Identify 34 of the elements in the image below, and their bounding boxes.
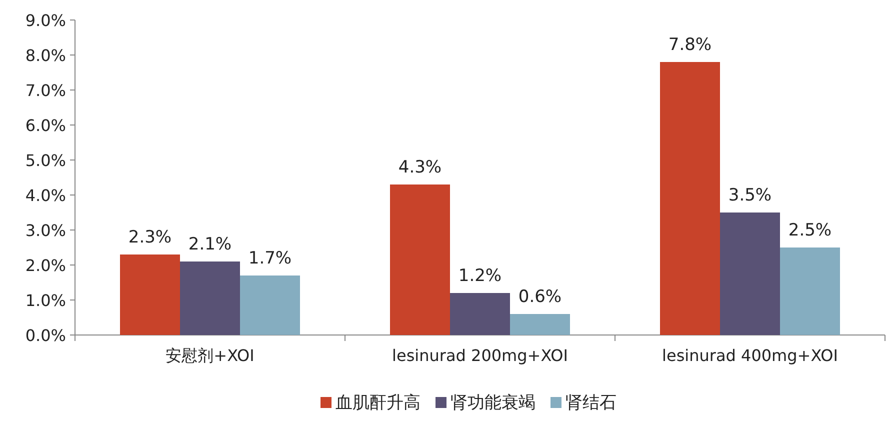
x-tick-label: lesinurad 200mg+XOI: [392, 346, 568, 365]
bar: [510, 314, 570, 335]
y-tick-label: 9.0%: [25, 11, 66, 30]
x-tick-label: 安慰剂+XOI: [166, 346, 254, 365]
y-tick-label: 3.0%: [25, 221, 66, 240]
bar: [450, 293, 510, 335]
y-tick-label: 8.0%: [25, 46, 66, 65]
data-label: 2.3%: [128, 228, 172, 248]
data-label: 2.5%: [788, 220, 832, 240]
y-tick-label: 4.0%: [25, 186, 66, 205]
bar: [120, 254, 180, 335]
data-label: 0.6%: [518, 287, 562, 307]
y-tick-label: 7.0%: [25, 81, 66, 100]
data-label: 3.5%: [728, 186, 772, 206]
data-label: 1.2%: [458, 266, 502, 286]
y-tick-label: 0.0%: [25, 326, 66, 345]
bar: [240, 276, 300, 335]
data-label: 4.3%: [398, 158, 442, 178]
x-tick-label: lesinurad 400mg+XOI: [662, 346, 838, 365]
bar: [660, 62, 720, 335]
bar: [720, 212, 780, 335]
bar: [780, 248, 840, 335]
legend-label: 肾功能衰竭: [450, 393, 536, 413]
y-tick-label: 2.0%: [25, 256, 66, 275]
legend-label: 血肌酐升高: [336, 393, 420, 413]
y-tick-label: 5.0%: [25, 151, 66, 170]
bar: [180, 262, 240, 335]
y-tick-label: 6.0%: [25, 116, 66, 135]
bar: [390, 184, 450, 335]
data-label: 2.1%: [188, 234, 232, 254]
data-label: 7.8%: [668, 35, 712, 55]
data-label: 1.7%: [248, 248, 292, 268]
legend-label: 肾结石: [566, 393, 616, 413]
y-tick-label: 1.0%: [25, 291, 66, 310]
